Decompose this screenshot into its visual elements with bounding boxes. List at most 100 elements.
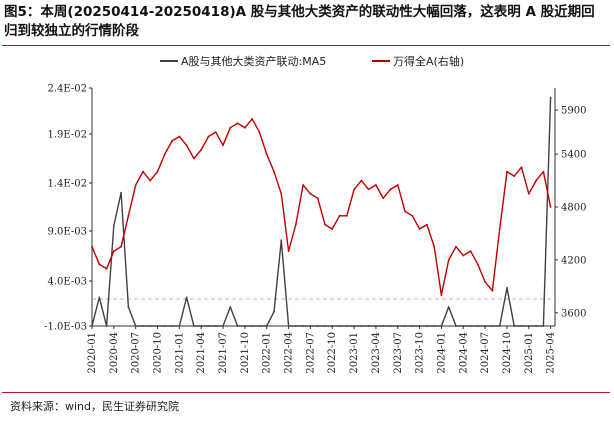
data-point-wind-all-a bbox=[513, 175, 516, 178]
data-point-wind-all-a bbox=[200, 148, 203, 151]
source-note: 资料来源：wind，民生证券研究院 bbox=[10, 400, 180, 413]
data-point-linkage-ma5 bbox=[171, 325, 174, 327]
data-point-linkage-ma5 bbox=[498, 325, 501, 327]
data-point-linkage-ma5 bbox=[91, 325, 93, 327]
data-point-linkage-ma5 bbox=[273, 310, 275, 313]
data-point-wind-all-a bbox=[535, 179, 537, 182]
data-point-linkage-ma5 bbox=[513, 325, 516, 327]
data-point-wind-all-a bbox=[207, 135, 210, 138]
data-point-linkage-ma5 bbox=[185, 296, 188, 299]
data-point-linkage-ma5 bbox=[476, 325, 479, 327]
data-point-wind-all-a bbox=[542, 170, 545, 173]
data-point-linkage-ma5 bbox=[411, 325, 414, 327]
data-point-wind-all-a bbox=[389, 188, 392, 191]
data-point-wind-all-a bbox=[273, 170, 275, 173]
data-point-wind-all-a bbox=[134, 184, 137, 186]
x-tick-label: 2022-01 bbox=[262, 332, 273, 374]
x-tick-label: 2020-01 bbox=[87, 332, 98, 374]
left-tick-label: 1.9E-02 bbox=[48, 130, 88, 141]
legend-label-series-b: 万得全A(右轴) bbox=[393, 54, 464, 68]
data-point-linkage-ma5 bbox=[149, 325, 152, 327]
data-point-linkage-ma5 bbox=[535, 325, 537, 327]
data-point-wind-all-a bbox=[258, 131, 261, 134]
data-point-wind-all-a bbox=[433, 245, 436, 248]
x-tick-label: 2020-04 bbox=[109, 332, 120, 374]
data-point-wind-all-a bbox=[469, 250, 472, 253]
x-tick-label: 2022-04 bbox=[284, 332, 295, 374]
data-point-linkage-ma5 bbox=[156, 325, 159, 327]
data-point-linkage-ma5 bbox=[426, 325, 428, 327]
data-point-wind-all-a bbox=[462, 254, 465, 257]
data-point-linkage-ma5 bbox=[120, 191, 122, 194]
data-point-wind-all-a bbox=[476, 263, 479, 266]
data-point-linkage-ma5 bbox=[433, 325, 436, 327]
x-tick-label: 2021-01 bbox=[174, 332, 185, 374]
data-point-linkage-ma5 bbox=[469, 325, 472, 327]
data-point-wind-all-a bbox=[265, 153, 268, 156]
chart-svg: A股与其他大类资产联动:MA5 万得全A(右轴) -1.0E-03 4.0E-03… bbox=[44, 54, 586, 374]
data-point-wind-all-a bbox=[112, 250, 115, 253]
x-tick-label: 2025-04 bbox=[546, 332, 557, 374]
right-tick-label: 5400 bbox=[561, 150, 586, 161]
title-divider bbox=[2, 45, 610, 46]
data-point-linkage-ma5 bbox=[294, 325, 297, 327]
data-point-linkage-ma5 bbox=[127, 306, 130, 308]
data-point-linkage-ma5 bbox=[396, 325, 399, 327]
data-point-linkage-ma5 bbox=[440, 325, 443, 327]
data-point-linkage-ma5 bbox=[200, 325, 203, 327]
data-point-wind-all-a bbox=[447, 259, 450, 261]
data-point-linkage-ma5 bbox=[382, 325, 385, 327]
x-tick-label: 2023-10 bbox=[415, 332, 426, 374]
data-point-wind-all-a bbox=[498, 228, 501, 230]
x-tick-label: 2022-07 bbox=[305, 332, 316, 374]
data-point-wind-all-a bbox=[506, 170, 508, 173]
data-point-wind-all-a bbox=[229, 126, 232, 129]
left-tick-label: -1.0E-03 bbox=[44, 322, 87, 333]
x-tick-label: 2023-07 bbox=[393, 332, 404, 374]
data-point-linkage-ma5 bbox=[549, 96, 552, 99]
data-point-wind-all-a bbox=[309, 192, 312, 195]
data-point-linkage-ma5 bbox=[527, 325, 530, 327]
data-point-linkage-ma5 bbox=[244, 325, 246, 327]
bottom-divider bbox=[2, 392, 610, 393]
data-point-wind-all-a bbox=[120, 245, 122, 248]
data-point-wind-all-a bbox=[324, 223, 326, 226]
legend-label-series-a: A股与其他大类资产联动:MA5 bbox=[181, 54, 326, 68]
data-point-wind-all-a bbox=[171, 140, 174, 142]
data-point-wind-all-a bbox=[360, 179, 363, 182]
data-point-wind-all-a bbox=[105, 267, 108, 270]
data-point-linkage-ma5 bbox=[178, 325, 181, 327]
data-point-linkage-ma5 bbox=[367, 325, 370, 327]
right-tick-label: 4800 bbox=[561, 203, 586, 214]
data-point-wind-all-a bbox=[287, 250, 290, 253]
data-point-wind-all-a bbox=[484, 281, 486, 283]
x-tick-label: 2020-07 bbox=[131, 332, 142, 374]
data-point-linkage-ma5 bbox=[105, 325, 108, 327]
data-point-wind-all-a bbox=[222, 144, 224, 147]
data-point-linkage-ma5 bbox=[404, 325, 406, 327]
data-point-wind-all-a bbox=[520, 166, 523, 169]
left-tick-label: 9.0E-03 bbox=[48, 227, 88, 238]
data-point-wind-all-a bbox=[345, 214, 348, 217]
axes: -1.0E-03 4.0E-03 9.0E-03 1.4E-02 1.9E-02 2.4E… bbox=[44, 84, 586, 374]
data-point-wind-all-a bbox=[338, 214, 341, 217]
data-point-wind-all-a bbox=[455, 245, 457, 248]
data-point-linkage-ma5 bbox=[345, 325, 348, 327]
data-point-linkage-ma5 bbox=[142, 325, 144, 327]
data-point-linkage-ma5 bbox=[222, 325, 224, 327]
data-point-linkage-ma5 bbox=[353, 325, 355, 327]
plot-area bbox=[91, 96, 552, 327]
left-tick-label: 1.4E-02 bbox=[48, 179, 88, 190]
data-point-linkage-ma5 bbox=[309, 325, 312, 327]
data-point-linkage-ma5 bbox=[98, 296, 101, 299]
data-point-linkage-ma5 bbox=[324, 325, 326, 327]
data-point-wind-all-a bbox=[404, 210, 406, 213]
data-point-wind-all-a bbox=[142, 170, 144, 173]
x-tick-label: 2020-10 bbox=[153, 332, 164, 374]
data-point-linkage-ma5 bbox=[484, 325, 486, 327]
data-point-wind-all-a bbox=[214, 131, 217, 134]
data-point-linkage-ma5 bbox=[193, 325, 195, 327]
data-point-linkage-ma5 bbox=[331, 325, 334, 327]
data-point-linkage-ma5 bbox=[287, 325, 290, 327]
data-point-linkage-ma5 bbox=[338, 325, 341, 327]
